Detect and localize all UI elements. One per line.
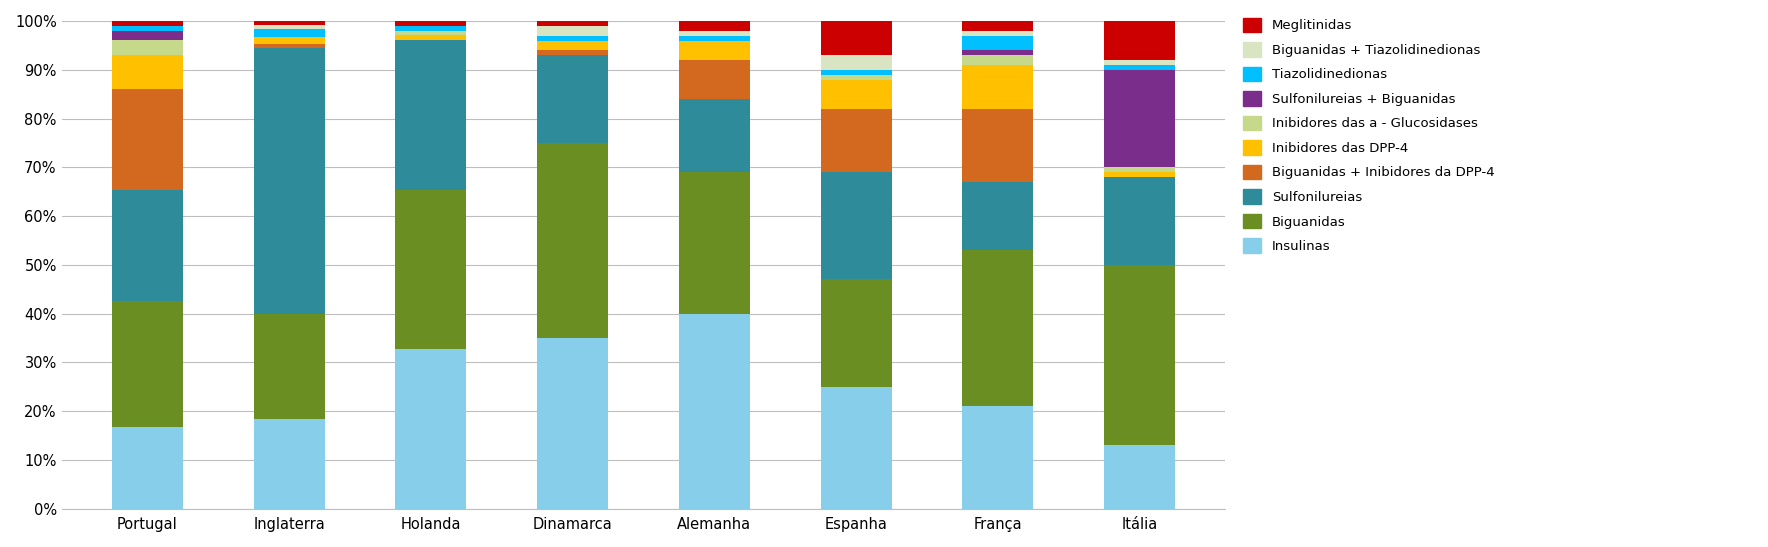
Bar (679, 21, 750, 31)
Bar (1105, 445, 1176, 509)
Bar (962, 50, 1033, 55)
Bar (396, 26, 467, 31)
Bar (962, 31, 1033, 36)
Bar (1105, 172, 1176, 177)
Bar (111, 31, 182, 40)
Bar (820, 172, 891, 280)
Bar (111, 301, 182, 427)
Bar (111, 89, 182, 190)
Bar (679, 99, 750, 172)
Bar (111, 26, 182, 31)
Bar (396, 40, 467, 190)
Bar (537, 21, 608, 26)
Bar (820, 74, 891, 79)
Bar (1105, 21, 1176, 60)
Bar (253, 37, 325, 44)
Bar (396, 21, 467, 26)
Bar (820, 55, 891, 70)
Bar (820, 70, 891, 74)
Bar (820, 109, 891, 172)
Bar (111, 427, 182, 509)
Bar (396, 36, 467, 40)
Bar (962, 55, 1033, 65)
Bar (962, 406, 1033, 509)
Bar (253, 21, 325, 25)
Bar (253, 313, 325, 419)
Bar (111, 21, 182, 26)
Bar (962, 36, 1033, 50)
Bar (1105, 60, 1176, 65)
Bar (396, 350, 467, 509)
Bar (679, 36, 750, 40)
Bar (111, 55, 182, 89)
Bar (537, 26, 608, 36)
Bar (253, 44, 325, 48)
Bar (253, 29, 325, 37)
Bar (962, 182, 1033, 250)
Bar (1105, 167, 1176, 172)
Bar (253, 25, 325, 29)
Bar (820, 387, 891, 509)
Bar (1105, 177, 1176, 265)
Bar (820, 280, 891, 387)
Bar (679, 60, 750, 99)
Bar (396, 31, 467, 36)
Bar (111, 40, 182, 55)
Bar (537, 50, 608, 55)
Bar (679, 31, 750, 36)
Bar (537, 55, 608, 143)
Legend: Meglitinidas, Biguanidas + Tiazolidinedionas, Tiazolidinedionas, Sulfonilureias : Meglitinidas, Biguanidas + Tiazolidinedi… (1243, 18, 1494, 253)
Bar (111, 190, 182, 301)
Bar (1105, 265, 1176, 445)
Bar (1105, 65, 1176, 70)
Bar (253, 419, 325, 509)
Bar (820, 79, 891, 109)
Bar (679, 40, 750, 60)
Bar (537, 338, 608, 509)
Bar (962, 21, 1033, 31)
Bar (537, 143, 608, 338)
Bar (679, 313, 750, 509)
Bar (679, 172, 750, 313)
Bar (537, 36, 608, 40)
Bar (820, 21, 891, 55)
Bar (962, 65, 1033, 109)
Bar (253, 48, 325, 313)
Bar (962, 109, 1033, 182)
Bar (537, 40, 608, 50)
Bar (1105, 70, 1176, 167)
Bar (962, 250, 1033, 406)
Bar (396, 190, 467, 350)
